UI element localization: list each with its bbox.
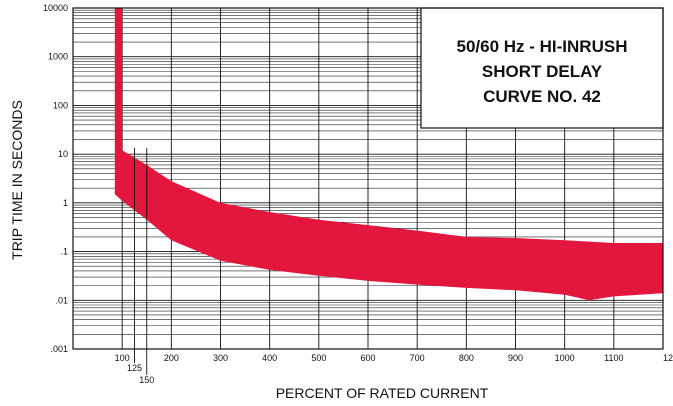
x-tick-label: 800	[459, 353, 474, 363]
curve-title-box: 50/60 Hz - HI-INRUSH SHORT DELAY CURVE N…	[420, 7, 664, 129]
y-tick-label: .1	[60, 247, 68, 257]
y-axis-ticks: .001 .01 .1 1 10 100 1000 10000	[43, 3, 68, 354]
x-tick-label: 600	[360, 353, 375, 363]
y-tick-label: 1	[63, 198, 68, 208]
plot-frame	[72, 7, 664, 350]
x-tick-label: 200	[164, 353, 179, 363]
x-tick-label: 100	[115, 353, 130, 363]
x-tick-label: 500	[311, 353, 326, 363]
title-line-2: SHORT DELAY	[482, 62, 603, 81]
y-tick-label: 1000	[48, 52, 68, 62]
x-extra-tick-label: 150	[139, 375, 154, 385]
x-extra-tick-label: 125	[127, 363, 142, 373]
y-tick-label: .001	[50, 344, 68, 354]
x-axis-title: PERCENT OF RATED CURRENT	[276, 385, 489, 401]
trip-band	[114, 8, 664, 301]
trip-band-area	[114, 8, 664, 301]
x-axis-ticks: 100 200 300 400 500 600 700 800 900 1000 1100 1200 1…	[115, 148, 673, 385]
x-tick-label: 900	[508, 353, 523, 363]
title-line-3: CURVE NO. 42	[483, 87, 601, 106]
x-tick-label: 1100	[604, 353, 623, 363]
x-tick-label: 1200	[663, 353, 673, 363]
title-box-frame	[420, 7, 664, 129]
x-tick-label: 400	[262, 353, 277, 363]
y-axis-title: TRIP TIME IN SECONDS	[9, 100, 25, 260]
y-tick-label: .01	[55, 295, 68, 305]
title-line-1: 50/60 Hz - HI-INRUSH	[457, 37, 628, 56]
x-tick-label: 300	[213, 353, 228, 363]
y-tick-label: 10000	[43, 3, 68, 13]
x-tick-label: 1000	[555, 353, 575, 363]
x-tick-label: 700	[410, 353, 425, 363]
y-tick-label: 10	[58, 149, 68, 159]
y-tick-label: 100	[53, 100, 68, 110]
